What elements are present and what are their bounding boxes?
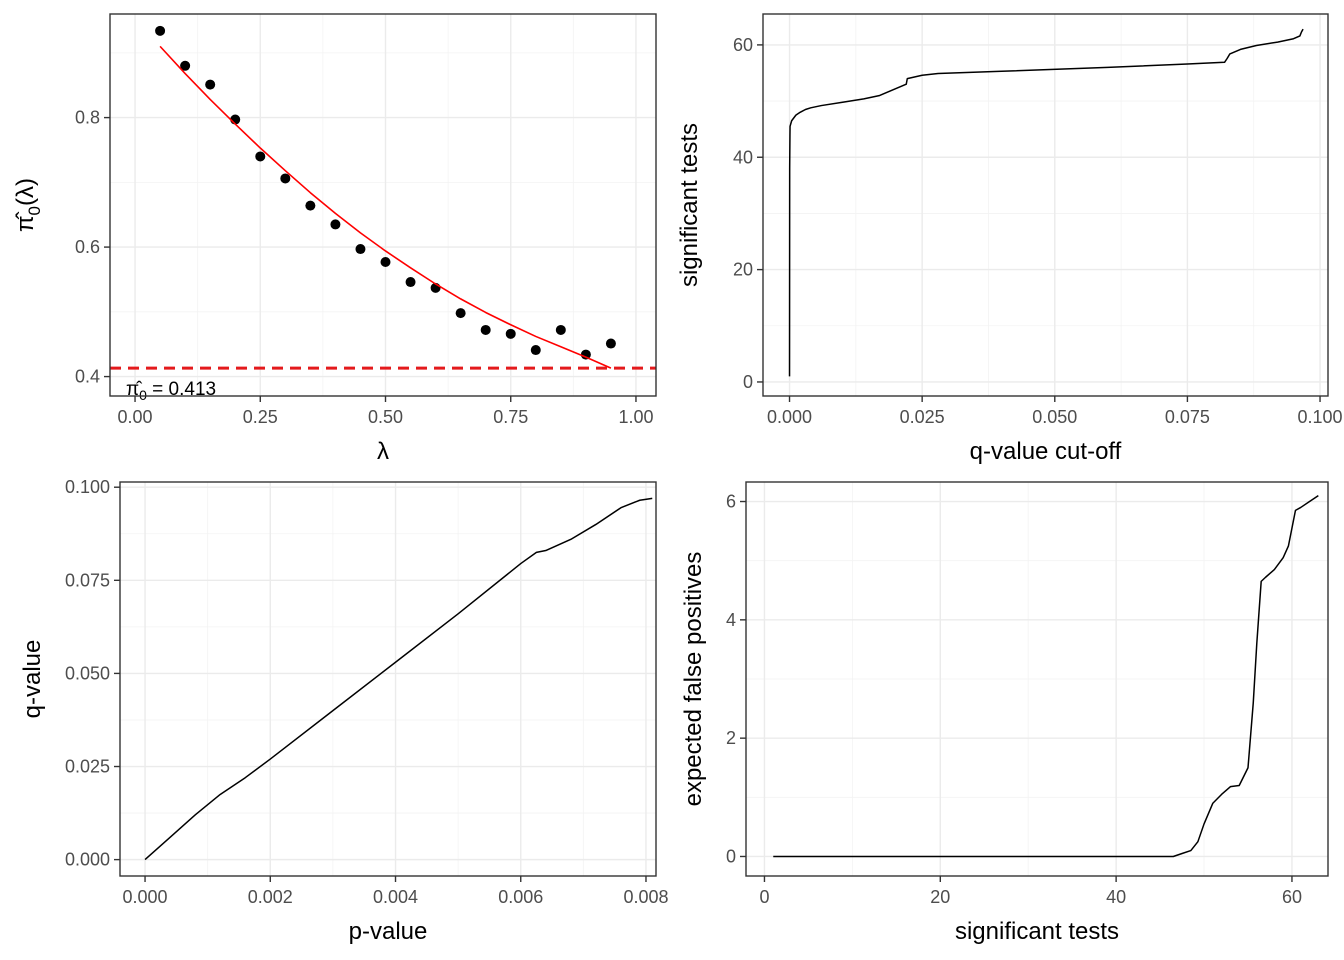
y-tick-label: 0.000	[65, 850, 110, 870]
data-point	[480, 324, 491, 335]
y-tick-label: 4	[726, 610, 736, 630]
panel-pi0-lambda: π̂0 = 0.413 0.00 0.25 0.50 0.75 1.00 0.4 0.6 0.8…	[12, 13, 657, 465]
data-point	[180, 60, 191, 71]
y-tick-label: 2	[726, 728, 736, 748]
pi0-annotation: π̂0 = 0.413	[126, 379, 216, 403]
x-tick-label: 0.008	[623, 887, 668, 907]
y-tick-label: 0	[726, 846, 736, 866]
data-line	[788, 28, 1304, 377]
x-axis-title: significant tests	[955, 918, 1119, 945]
y-tick-label: 0.075	[65, 570, 110, 590]
y-tick-label: 0	[743, 372, 753, 392]
x-tick-label: 0.075	[1165, 407, 1210, 427]
y-axis-title: q-value	[19, 640, 46, 719]
panel-border	[745, 481, 1329, 877]
panel-false-positives: 0 20 40 60 0 2 4 6 significant tests expected fal…	[680, 481, 1329, 945]
x-axis-title: λ	[377, 438, 389, 465]
x-tick-label: 0.004	[373, 887, 418, 907]
x-tick-label: 0	[759, 887, 769, 907]
y-tick-label: 0.100	[65, 477, 110, 497]
data-point	[205, 79, 216, 90]
x-axis-title: p-value	[349, 918, 428, 945]
panel-border	[762, 13, 1329, 397]
data-point	[330, 219, 341, 230]
y-tick-label: 40	[733, 147, 753, 167]
data-point	[530, 345, 541, 356]
data-point	[155, 25, 166, 36]
data-point	[380, 256, 391, 267]
y-tick-label: 0.6	[75, 237, 100, 257]
x-tick-label: 20	[930, 887, 950, 907]
panel-border	[119, 481, 657, 877]
x-tick-label: 0.002	[248, 887, 293, 907]
x-tick-label: 40	[1106, 887, 1126, 907]
data-point	[580, 349, 591, 360]
x-tick-label: 1.00	[618, 407, 653, 427]
y-axis-title: π̂0(λ)	[12, 178, 44, 232]
data-point	[255, 151, 266, 162]
data-point	[355, 244, 366, 255]
x-tick-label: 0.000	[767, 407, 812, 427]
x-tick-label: 0.00	[118, 407, 153, 427]
y-axis-title: expected false positives	[680, 552, 707, 807]
y-tick-label: 0.050	[65, 663, 110, 683]
x-tick-label: 0.025	[900, 407, 945, 427]
smoother-fit-line	[159, 45, 612, 369]
data-point	[555, 324, 566, 335]
x-tick-label: 0.006	[498, 887, 543, 907]
data-point	[405, 277, 416, 288]
y-tick-label: 20	[733, 260, 753, 280]
data-line	[144, 497, 653, 861]
x-tick-label: 0.75	[493, 407, 528, 427]
data-point	[455, 308, 466, 319]
x-tick-label: 0.25	[243, 407, 278, 427]
x-axis-title: q-value cut-off	[970, 438, 1122, 465]
x-tick-label: 0.50	[368, 407, 403, 427]
x-tick-label: 0.100	[1298, 407, 1343, 427]
panel-significant-vs-qvalue: 0.000 0.025 0.050 0.075 0.100 0 20 40 60 q-value …	[676, 13, 1343, 465]
data-line	[773, 494, 1319, 858]
y-tick-label: 0.4	[75, 367, 100, 387]
y-tick-label: 0.025	[65, 757, 110, 777]
data-point	[305, 200, 316, 211]
y-tick-label: 60	[733, 35, 753, 55]
y-tick-label: 6	[726, 492, 736, 512]
panel-qvalue-vs-pvalue: 0.000 0.002 0.004 0.006 0.008 0.000 0.025 0.050…	[19, 477, 669, 945]
x-tick-label: 0.050	[1032, 407, 1077, 427]
data-point	[505, 328, 516, 339]
panel-border	[109, 13, 657, 397]
x-tick-label: 60	[1282, 887, 1302, 907]
y-axis-title: significant tests	[676, 123, 703, 287]
x-tick-label: 0.000	[123, 887, 168, 907]
data-point	[280, 173, 291, 184]
data-point	[605, 338, 616, 349]
y-tick-label: 0.8	[75, 108, 100, 128]
